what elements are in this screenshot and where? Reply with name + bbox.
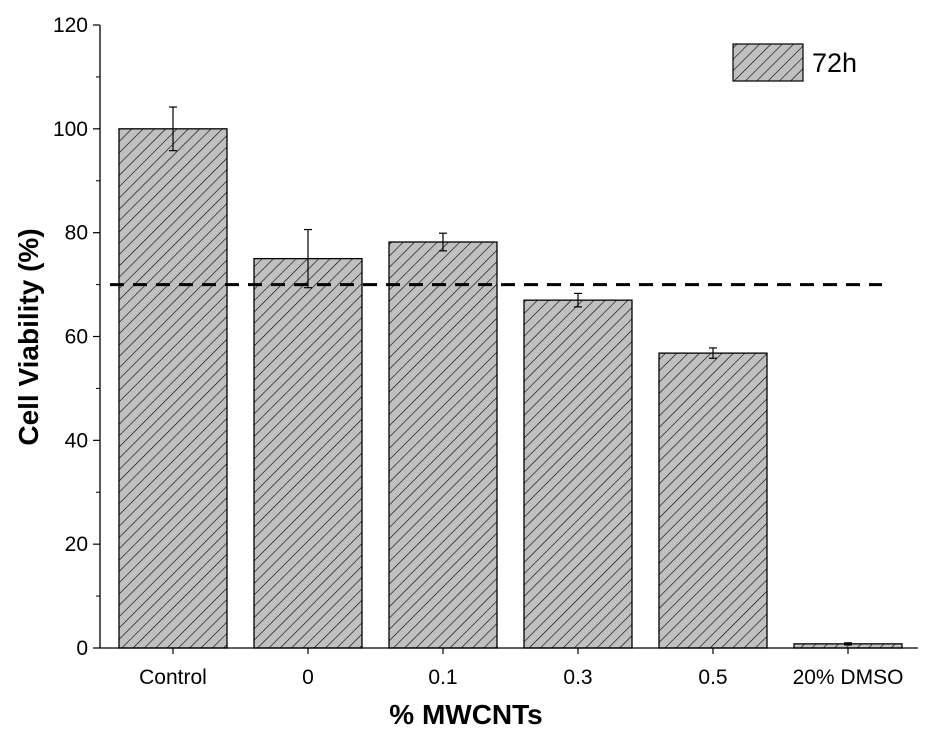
error-bar [169,106,177,152]
y-axis: 0 20 40 60 80 100 120 [53,14,101,660]
error-bar [709,347,717,359]
y-tick-label: 20 [65,533,88,556]
error-bar [439,232,447,252]
x-tick-label: Control [139,666,207,689]
legend: 72h [732,43,857,82]
x-tick-label: 0 [302,666,314,689]
bar-0-5 [658,352,768,649]
x-axis: Control 0 0.1 0.3 0.5 20% DMSO [100,647,918,689]
bars-layer [118,128,903,649]
y-axis-title: Cell Viability (%) [13,228,44,445]
y-tick-label: 0 [76,637,88,660]
y-tick-label: 120 [53,14,88,37]
bar-0-3 [523,299,633,649]
bar-0 [253,257,363,649]
error-bars-layer [169,106,852,646]
y-tick-label: 40 [65,429,88,452]
x-tick-label: 20% DMSO [793,666,904,689]
x-tick-label: 0.1 [428,666,457,689]
error-bar [304,228,312,289]
bar-0-1 [388,241,498,649]
legend-swatch [732,43,804,82]
y-tick-label: 100 [53,118,88,141]
y-tick-label: 80 [65,222,88,245]
x-tick-label: 0.5 [698,666,727,689]
legend-label: 72h [812,48,857,78]
error-bar [844,642,852,646]
x-tick-label: 0.3 [563,666,592,689]
y-tick-label: 60 [65,326,88,349]
x-axis-title: % MWCNTs [389,699,542,730]
error-bar [574,292,582,308]
bar-control [118,128,228,649]
